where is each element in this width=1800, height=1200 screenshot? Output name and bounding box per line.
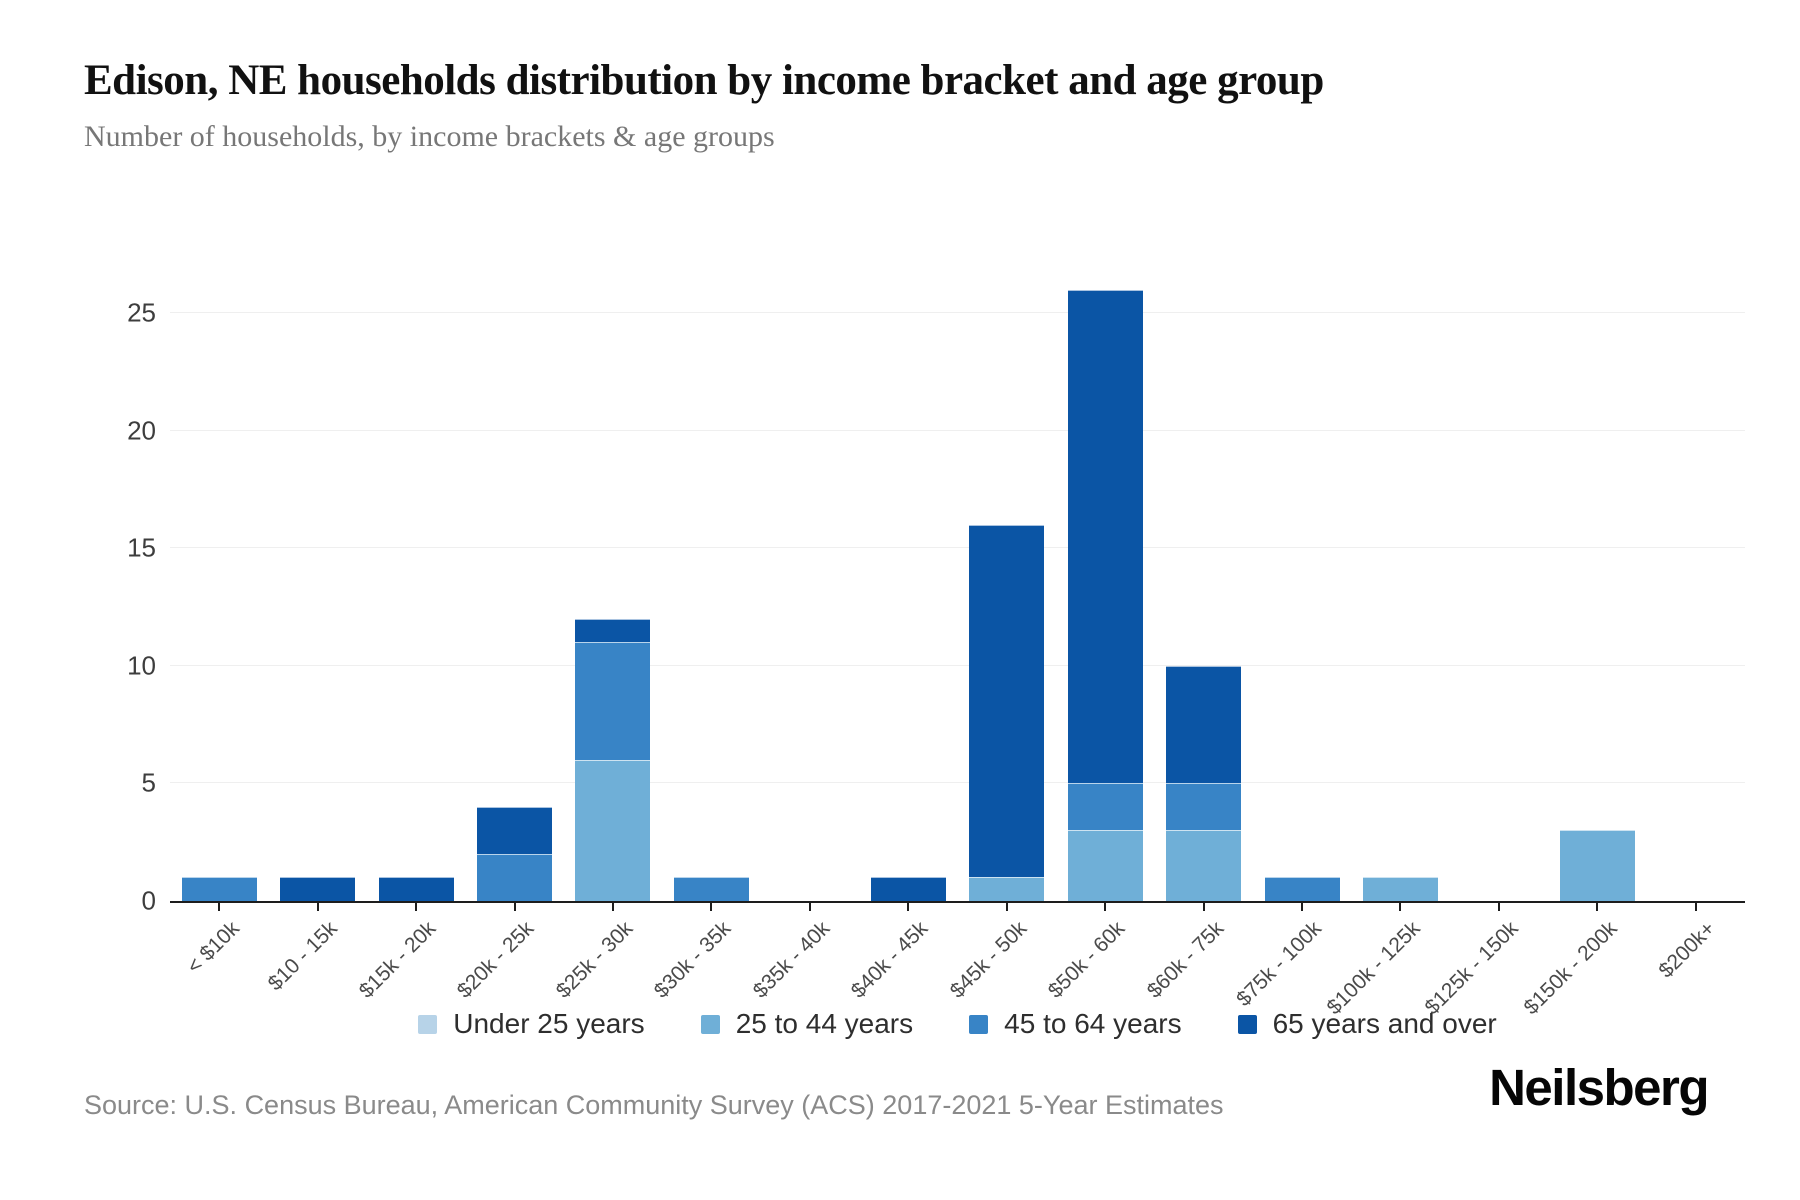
bar-segment: [1166, 783, 1242, 831]
y-tick-label: 20: [127, 415, 156, 446]
y-tick-label: 25: [127, 297, 156, 328]
bar-stack: [181, 877, 257, 901]
axis-tick: [1596, 903, 1599, 911]
bar-segment: [477, 806, 553, 854]
axis-tick: [907, 903, 910, 911]
axis-tick: [1694, 903, 1697, 911]
bar-segment: [673, 877, 749, 901]
legend-label: Under 25 years: [453, 1008, 645, 1039]
axis-tick: [218, 903, 221, 911]
neilsberg-logo: Neilsberg: [1489, 1059, 1709, 1116]
bar-segment: [181, 877, 257, 901]
x-tick-label-text: $75k - 100k: [1232, 917, 1327, 1011]
axis-tick: [316, 903, 319, 911]
legend-item: Under 25 years: [418, 1008, 645, 1040]
bar-stack: [1166, 665, 1242, 901]
y-tick-label: 5: [141, 767, 156, 798]
bar-segment: [1166, 665, 1242, 784]
grid-line: [170, 664, 1745, 666]
bar-stack: [280, 877, 356, 901]
grid-line: [170, 547, 1745, 549]
x-tick-label-text: $15k - 20k: [354, 917, 441, 1003]
axis-tick: [808, 903, 811, 911]
y-tick-label: 0: [141, 885, 156, 916]
legend-swatch: [969, 1014, 989, 1034]
x-tick-label-text: $45k - 50k: [945, 917, 1031, 1003]
bar-segment: [378, 877, 454, 901]
bar-segment: [1067, 783, 1143, 831]
axis-tick: [415, 903, 418, 911]
bar-segment: [1362, 877, 1438, 901]
legend-item: 65 years and over: [1237, 1008, 1497, 1040]
y-tick-label: 15: [127, 532, 156, 563]
bar-segment: [870, 877, 946, 901]
bar-stack: [673, 877, 749, 901]
x-tick-label-text: $200k+: [1654, 917, 1721, 983]
x-tick-label-text: $20k - 25k: [453, 917, 539, 1003]
bar-stack: [1559, 830, 1635, 901]
x-tick-label-text: $100k - 125k: [1322, 917, 1425, 1020]
x-tick-label-text: $125k - 150k: [1421, 917, 1524, 1020]
bar-stack: [1067, 289, 1143, 901]
source-note: Source: U.S. Census Bureau, American Com…: [84, 1090, 1224, 1120]
bar-segment: [1067, 830, 1143, 901]
axis-tick: [1202, 903, 1205, 911]
x-tick-label-text: < $10k: [182, 917, 244, 979]
legend-label: 25 to 44 years: [735, 1008, 914, 1039]
bar-segment: [1166, 830, 1242, 901]
x-tick-label-text: $10 - 15k: [263, 917, 342, 996]
axis-tick: [611, 903, 614, 911]
axis-tick: [710, 903, 713, 911]
bar-segment: [969, 877, 1045, 901]
y-tick-label: 10: [127, 650, 156, 681]
bar-stack: [378, 877, 454, 901]
bar-stack: [477, 806, 553, 901]
x-tick-label-text: $40k - 45k: [846, 917, 933, 1003]
page-title: Edison, NE households distribution by in…: [84, 57, 1324, 104]
legend-swatch: [700, 1014, 720, 1034]
axis-tick: [1104, 903, 1107, 911]
grid-line: [170, 782, 1745, 784]
bar-segment: [1559, 830, 1635, 901]
bar-segment: [575, 642, 651, 760]
axis-tick: [1301, 903, 1304, 911]
legend-label: 45 to 64 years: [1004, 1008, 1182, 1039]
x-tick-label-text: $150k - 200k: [1519, 917, 1622, 1020]
axis-tick: [513, 903, 516, 911]
x-tick-label-text: $30k - 35k: [650, 917, 736, 1003]
axis-tick: [1497, 903, 1500, 911]
bar-segment: [575, 618, 651, 643]
legend-label: 65 years and over: [1272, 1008, 1497, 1039]
legend-item: 25 to 44 years: [700, 1008, 914, 1040]
bar-stack: [870, 877, 946, 901]
x-tick-label-text: $60k - 75k: [1142, 917, 1228, 1003]
bar-segment: [477, 853, 553, 901]
bar-segment: [1067, 289, 1143, 784]
grid-line: [170, 429, 1745, 431]
legend-item: 45 to 64 years: [969, 1008, 1182, 1040]
x-tick-label-text: $50k - 60k: [1043, 917, 1130, 1003]
grid-line: [170, 312, 1745, 313]
x-tick-label-text: $25k - 30k: [551, 917, 638, 1003]
bar-stack: [1264, 877, 1340, 901]
x-tick-label-text: $35k - 40k: [748, 917, 835, 1003]
bar-segment: [969, 524, 1045, 878]
axis-tick: [1399, 903, 1402, 911]
legend-swatch: [1237, 1014, 1257, 1034]
bar-segment: [575, 759, 651, 901]
bar-segment: [1264, 877, 1340, 901]
axis-tick: [1005, 903, 1008, 911]
page-subtitle: Number of households, by income brackets…: [84, 120, 775, 153]
legend-swatch: [418, 1014, 438, 1034]
bar-stack: [969, 524, 1045, 901]
bar-stack: [575, 618, 651, 901]
plot-area: 0 5 10 15 20 25 < $10k $10 - 15k $15k - 20k $20k …: [127, 250, 1745, 1019]
bar-stack: [1362, 877, 1438, 901]
bar-segment: [280, 877, 356, 901]
chart-legend: Under 25 years 25 to 44 years 45 to 64 yea…: [170, 1008, 1745, 1040]
